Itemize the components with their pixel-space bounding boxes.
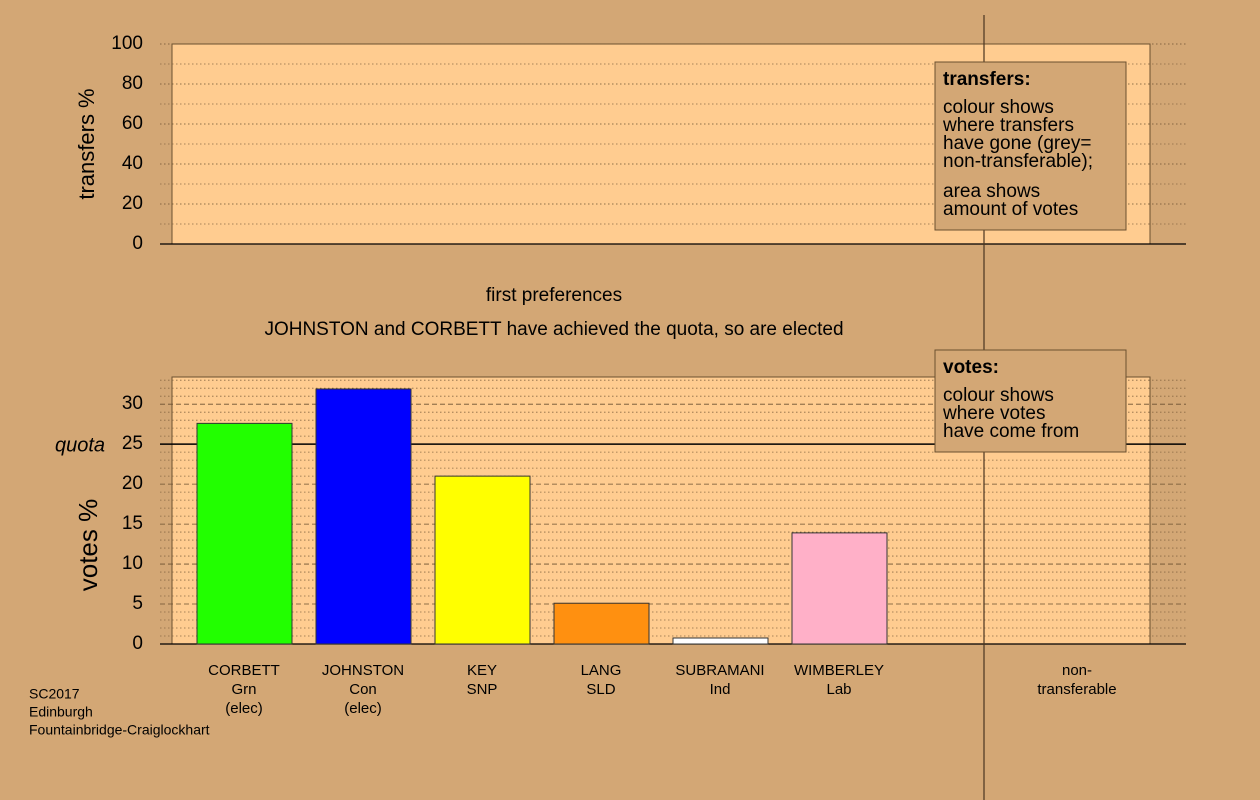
x-tick-label: CORBETT: [208, 662, 280, 679]
footer-text: Edinburgh: [29, 704, 93, 720]
legend-text: area shows: [943, 181, 1040, 202]
legend-text: non-transferable);: [943, 151, 1093, 172]
bar: [315, 388, 412, 645]
y-tick-label: 0: [132, 233, 143, 254]
legend-text: have gone (grey=: [943, 133, 1091, 154]
y-tick-label: 25: [122, 433, 143, 454]
y-tick-label: 40: [122, 153, 143, 174]
x-tick-label: LANG: [581, 662, 622, 679]
y-tick-label: 30: [122, 393, 143, 414]
y-tick-label: 15: [122, 513, 143, 534]
legend-text: where transfers: [942, 115, 1074, 136]
x-tick-label: JOHNSTON: [322, 662, 404, 679]
legend-text: colour shows: [943, 385, 1054, 406]
bar: [196, 422, 293, 645]
footer-text: Fountainbridge-Craiglockhart: [29, 722, 210, 738]
y-axis-label: votes %: [73, 499, 103, 592]
x-tick-label: SNP: [467, 681, 498, 698]
legend-box: [934, 349, 1127, 453]
y-tick-label: 20: [122, 473, 143, 494]
x-tick-label: SUBRAMANI: [675, 662, 764, 679]
y-axis-label: transfers %: [74, 88, 99, 199]
bar: [791, 532, 888, 645]
x-tick-label: non-: [1062, 662, 1092, 679]
y-tick-label: 80: [122, 73, 143, 94]
bar: [434, 475, 531, 645]
chart-subtitle: JOHNSTON and CORBETT have achieved the q…: [264, 319, 843, 340]
x-tick-label: Con: [349, 681, 377, 698]
x-tick-label: WIMBERLEY: [794, 662, 884, 679]
x-tick-label: transferable: [1037, 681, 1116, 698]
x-tick-label: (elec): [344, 700, 382, 717]
y-tick-label: 5: [132, 593, 143, 614]
y-tick-label: 60: [122, 113, 143, 134]
y-tick-label: 20: [122, 193, 143, 214]
footer-text: SC2017: [29, 686, 80, 702]
x-tick-label: (elec): [225, 700, 263, 717]
x-tick-label: Grn: [231, 681, 256, 698]
legend-box: [934, 61, 1127, 231]
y-tick-label: 0: [132, 633, 143, 654]
x-tick-label: Lab: [826, 681, 851, 698]
y-tick-label: 10: [122, 553, 143, 574]
bar: [553, 602, 650, 645]
legend-text: where votes: [942, 403, 1045, 424]
x-tick-label: KEY: [467, 662, 497, 679]
y-tick-label: 100: [111, 33, 143, 54]
legend-text: colour shows: [943, 97, 1054, 118]
legend-text: have come from: [943, 421, 1079, 442]
x-tick-label: SLD: [586, 681, 615, 698]
chart-title: first preferences: [486, 285, 622, 306]
bar: [672, 637, 769, 645]
quota-label: quota: [55, 434, 105, 456]
legend-text: amount of votes: [943, 199, 1078, 220]
legend-title: votes:: [943, 357, 999, 378]
legend-title: transfers:: [943, 69, 1031, 90]
x-tick-label: Ind: [710, 681, 731, 698]
